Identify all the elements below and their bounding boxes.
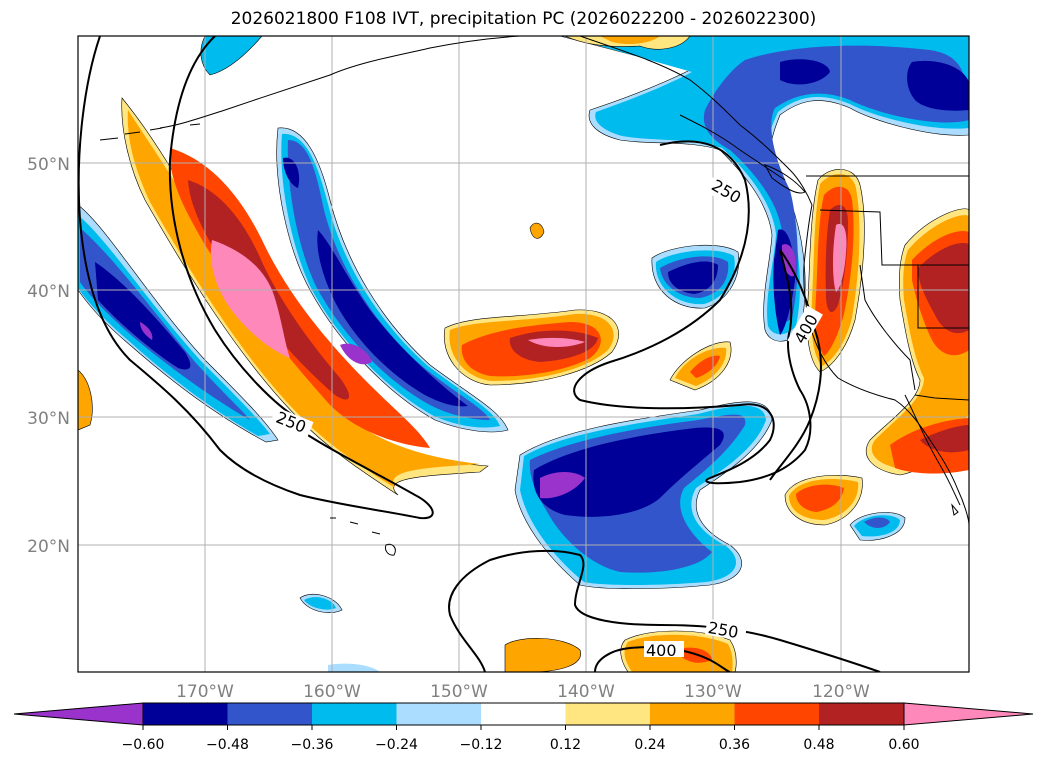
pos-band-west-orange [127,110,480,488]
hawaii-islands [330,517,396,556]
neg-south-purple [540,472,585,499]
lon-label-150w: 150°W [430,682,488,702]
colorbar-seg-7 [650,703,735,725]
neg-band-mid-purple-north [283,157,300,188]
neg-small-se-blue [864,517,890,528]
colorbar-tick-label: 0.24 [634,737,665,753]
neg-band-west-outer [78,204,279,443]
ivt-contour-coast [769,249,823,481]
neg-band-west-navy [95,262,191,370]
colorbar-tick-label: 0.60 [888,737,919,753]
colorbar: −0.60 −0.48 −0.36 −0.24 −0.12 0.12 0.24 … [13,702,1034,753]
colorbar-extend-left [13,702,144,726]
colorbar-tick-label: 0.12 [550,737,581,753]
colorbar-tick-label: 0.48 [803,737,834,753]
lat-label-20n: 20°N [27,537,70,557]
pos-top-small-orange [600,36,660,44]
neg-band-west-blue [80,228,250,420]
colorbar-seg-6 [565,703,650,725]
colorbar-seg-1 [143,703,228,725]
colorbar-tick-label: −0.60 [122,737,165,753]
lat-label-40n: 40°N [27,282,70,302]
neg-south-navy [533,427,724,517]
lon-axis-labels: 170°W 160°W 150°W 140°W 130°W 120°W [176,682,870,702]
neg-ne-navy-2 [907,60,969,111]
neg-ne-navy-1 [780,59,830,85]
colorbar-tick-label: 0.36 [719,737,750,753]
sw-islands [951,503,959,516]
neg-top-small [200,36,263,76]
pos-interior-darkred [918,243,969,334]
pos-coast-pink [833,223,847,292]
neg-mid-east-navy [668,261,718,294]
colorbar-tick-label: −0.24 [375,737,418,753]
colorbar-tick-label: −0.12 [460,737,503,753]
neg-small-hawaii [304,597,336,610]
border-states-3 [859,264,916,391]
coastline-baja [904,394,961,506]
lat-label-50n: 50°N [27,155,70,175]
ivt-contours [78,36,881,672]
neg-ne-blue [703,45,969,322]
figure-title: 2026021800 F108 IVT, precipitation PC (2… [230,9,817,29]
vancouver-island [763,164,806,194]
border-states-1 [819,209,969,266]
lon-label-160w: 160°W [303,682,361,702]
colorbar-tick-label: −0.48 [206,737,249,753]
neg-band-west-purple [140,322,153,340]
colorbar-frame [142,702,905,726]
pos-edge-west [78,369,93,431]
lon-label-170w: 170°W [176,682,234,702]
colorbar-seg-9 [819,703,904,725]
contour-label-400-south: 400 [646,641,677,660]
ivt-contour-west-outer [78,36,434,520]
ivt-contour-west-inner [168,36,301,421]
coastline-aleutians [99,123,201,141]
ivt-contour-south-250 [448,549,881,672]
lon-label-130w: 130°W [684,682,742,702]
pos-band-west-pink [210,240,290,358]
lon-label-120w: 120°W [812,682,870,702]
colorbar-seg-3 [312,703,397,725]
lat-axis-labels: 50°N 40°N 30°N 20°N [27,155,70,557]
colorbar-tick-labels: −0.60 −0.48 −0.36 −0.24 −0.12 0.12 0.24 … [122,737,920,753]
border-states-2 [917,265,969,329]
precip-fill-layer [78,36,969,672]
neg-band-mid-purple [340,343,372,365]
lat-label-30n: 30°N [27,409,70,429]
colorbar-tick-label: −0.36 [291,737,334,753]
pos-central-pink [528,337,585,347]
map-frame [77,35,970,673]
coastline-se-alaska [579,36,813,206]
coastline-west-us [803,204,969,526]
border-mexico [914,394,969,401]
neg-bottom-small [328,663,380,672]
pos-small-north [529,222,545,239]
coastlines [99,36,969,556]
colorbar-seg-8 [734,703,819,725]
colorbar-seg-5 [481,703,566,725]
coastline-alaska-peninsula [159,36,521,129]
pos-sw-coast-darkred [920,425,969,453]
colorbar-seg-4 [396,703,481,725]
gridlines [78,36,969,672]
pos-baja-redorange [796,484,844,512]
map-panel: 250 250 250 400 400 [77,35,970,673]
colorbar-seg-2 [227,703,312,725]
coastline-bc-islands [679,114,786,181]
neg-band-mid-navy [317,230,468,407]
neg-band-west-cyan [78,215,270,436]
colorbar-extend-right [903,702,1034,726]
colorbar-ticks [142,725,905,730]
lon-label-140w: 140°W [557,682,615,702]
ivt-contour-central [573,140,812,485]
